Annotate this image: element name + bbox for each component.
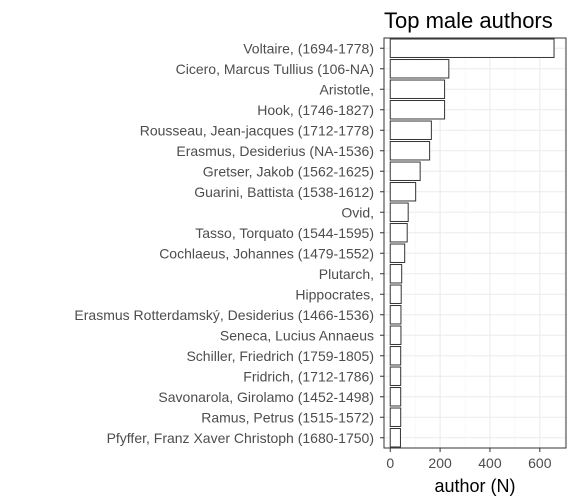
category-label: Cicero, Marcus Tullius (106-NA) bbox=[176, 61, 374, 77]
bar bbox=[389, 428, 401, 448]
category-label: Erasmus Rotterdamský, Desiderius (1466-1… bbox=[74, 307, 374, 323]
category-label: Ramus, Petrus (1515-1572) bbox=[201, 409, 374, 425]
x-tick-label: 200 bbox=[428, 455, 452, 471]
bar bbox=[389, 100, 446, 120]
category-label: Voltaire, (1694-1778) bbox=[243, 40, 374, 56]
category-label: Fridrich, (1712-1786) bbox=[243, 368, 374, 384]
category-label: Hook, (1746-1827) bbox=[257, 102, 374, 118]
bar bbox=[389, 202, 409, 222]
grid bbox=[384, 38, 566, 448]
category-label: Rousseau, Jean-jacques (1712-1778) bbox=[140, 122, 374, 138]
bar bbox=[389, 59, 450, 79]
category-label: Savonarola, Girolamo (1452-1498) bbox=[158, 389, 374, 405]
category-label: Seneca, Lucius Annaeus bbox=[220, 327, 374, 343]
category-label: Ovid, bbox=[341, 204, 374, 220]
bar bbox=[389, 161, 421, 181]
bar bbox=[389, 305, 402, 325]
category-label: Hippocrates, bbox=[295, 286, 374, 302]
category-label: Pfyffer, Franz Xaver Christoph (1680-175… bbox=[107, 430, 374, 446]
category-label: Schiller, Friedrich (1759-1805) bbox=[186, 348, 374, 364]
x-tick-label: 400 bbox=[478, 455, 502, 471]
bar bbox=[389, 387, 402, 407]
bar bbox=[389, 38, 555, 58]
bar bbox=[389, 346, 402, 366]
bar bbox=[389, 407, 402, 427]
category-label: Gretser, Jakob (1562-1625) bbox=[203, 163, 374, 179]
bar bbox=[389, 223, 408, 243]
x-tick-label: 600 bbox=[528, 455, 552, 471]
category-label: Plutarch, bbox=[319, 266, 374, 282]
bar bbox=[389, 243, 406, 263]
x-axis-title: author (N) bbox=[434, 476, 515, 496]
category-label: Guarini, Battista (1538-1612) bbox=[194, 184, 374, 200]
chart-title: Top male authors bbox=[384, 8, 553, 33]
x-axis-ticks: 0 200 400 600 bbox=[380, 47, 552, 471]
bar bbox=[389, 79, 446, 99]
x-tick-label: 0 bbox=[386, 455, 394, 471]
category-labels: Voltaire, (1694-1778) Cicero, Marcus Tull… bbox=[74, 40, 374, 446]
category-label: Cochlaeus, Johannes (1479-1552) bbox=[159, 245, 374, 261]
bar bbox=[389, 264, 403, 284]
bars bbox=[389, 38, 555, 448]
plot-panel bbox=[383, 37, 567, 449]
bar bbox=[389, 325, 402, 345]
bar bbox=[389, 182, 417, 202]
category-label: Tasso, Torquato (1544-1595) bbox=[195, 225, 374, 241]
bar bbox=[389, 366, 402, 386]
category-label: Aristotle, bbox=[320, 81, 374, 97]
bar bbox=[389, 120, 432, 140]
bar bbox=[389, 141, 431, 161]
category-label: Erasmus, Desiderius (NA-1536) bbox=[176, 143, 374, 159]
bar bbox=[389, 284, 402, 304]
